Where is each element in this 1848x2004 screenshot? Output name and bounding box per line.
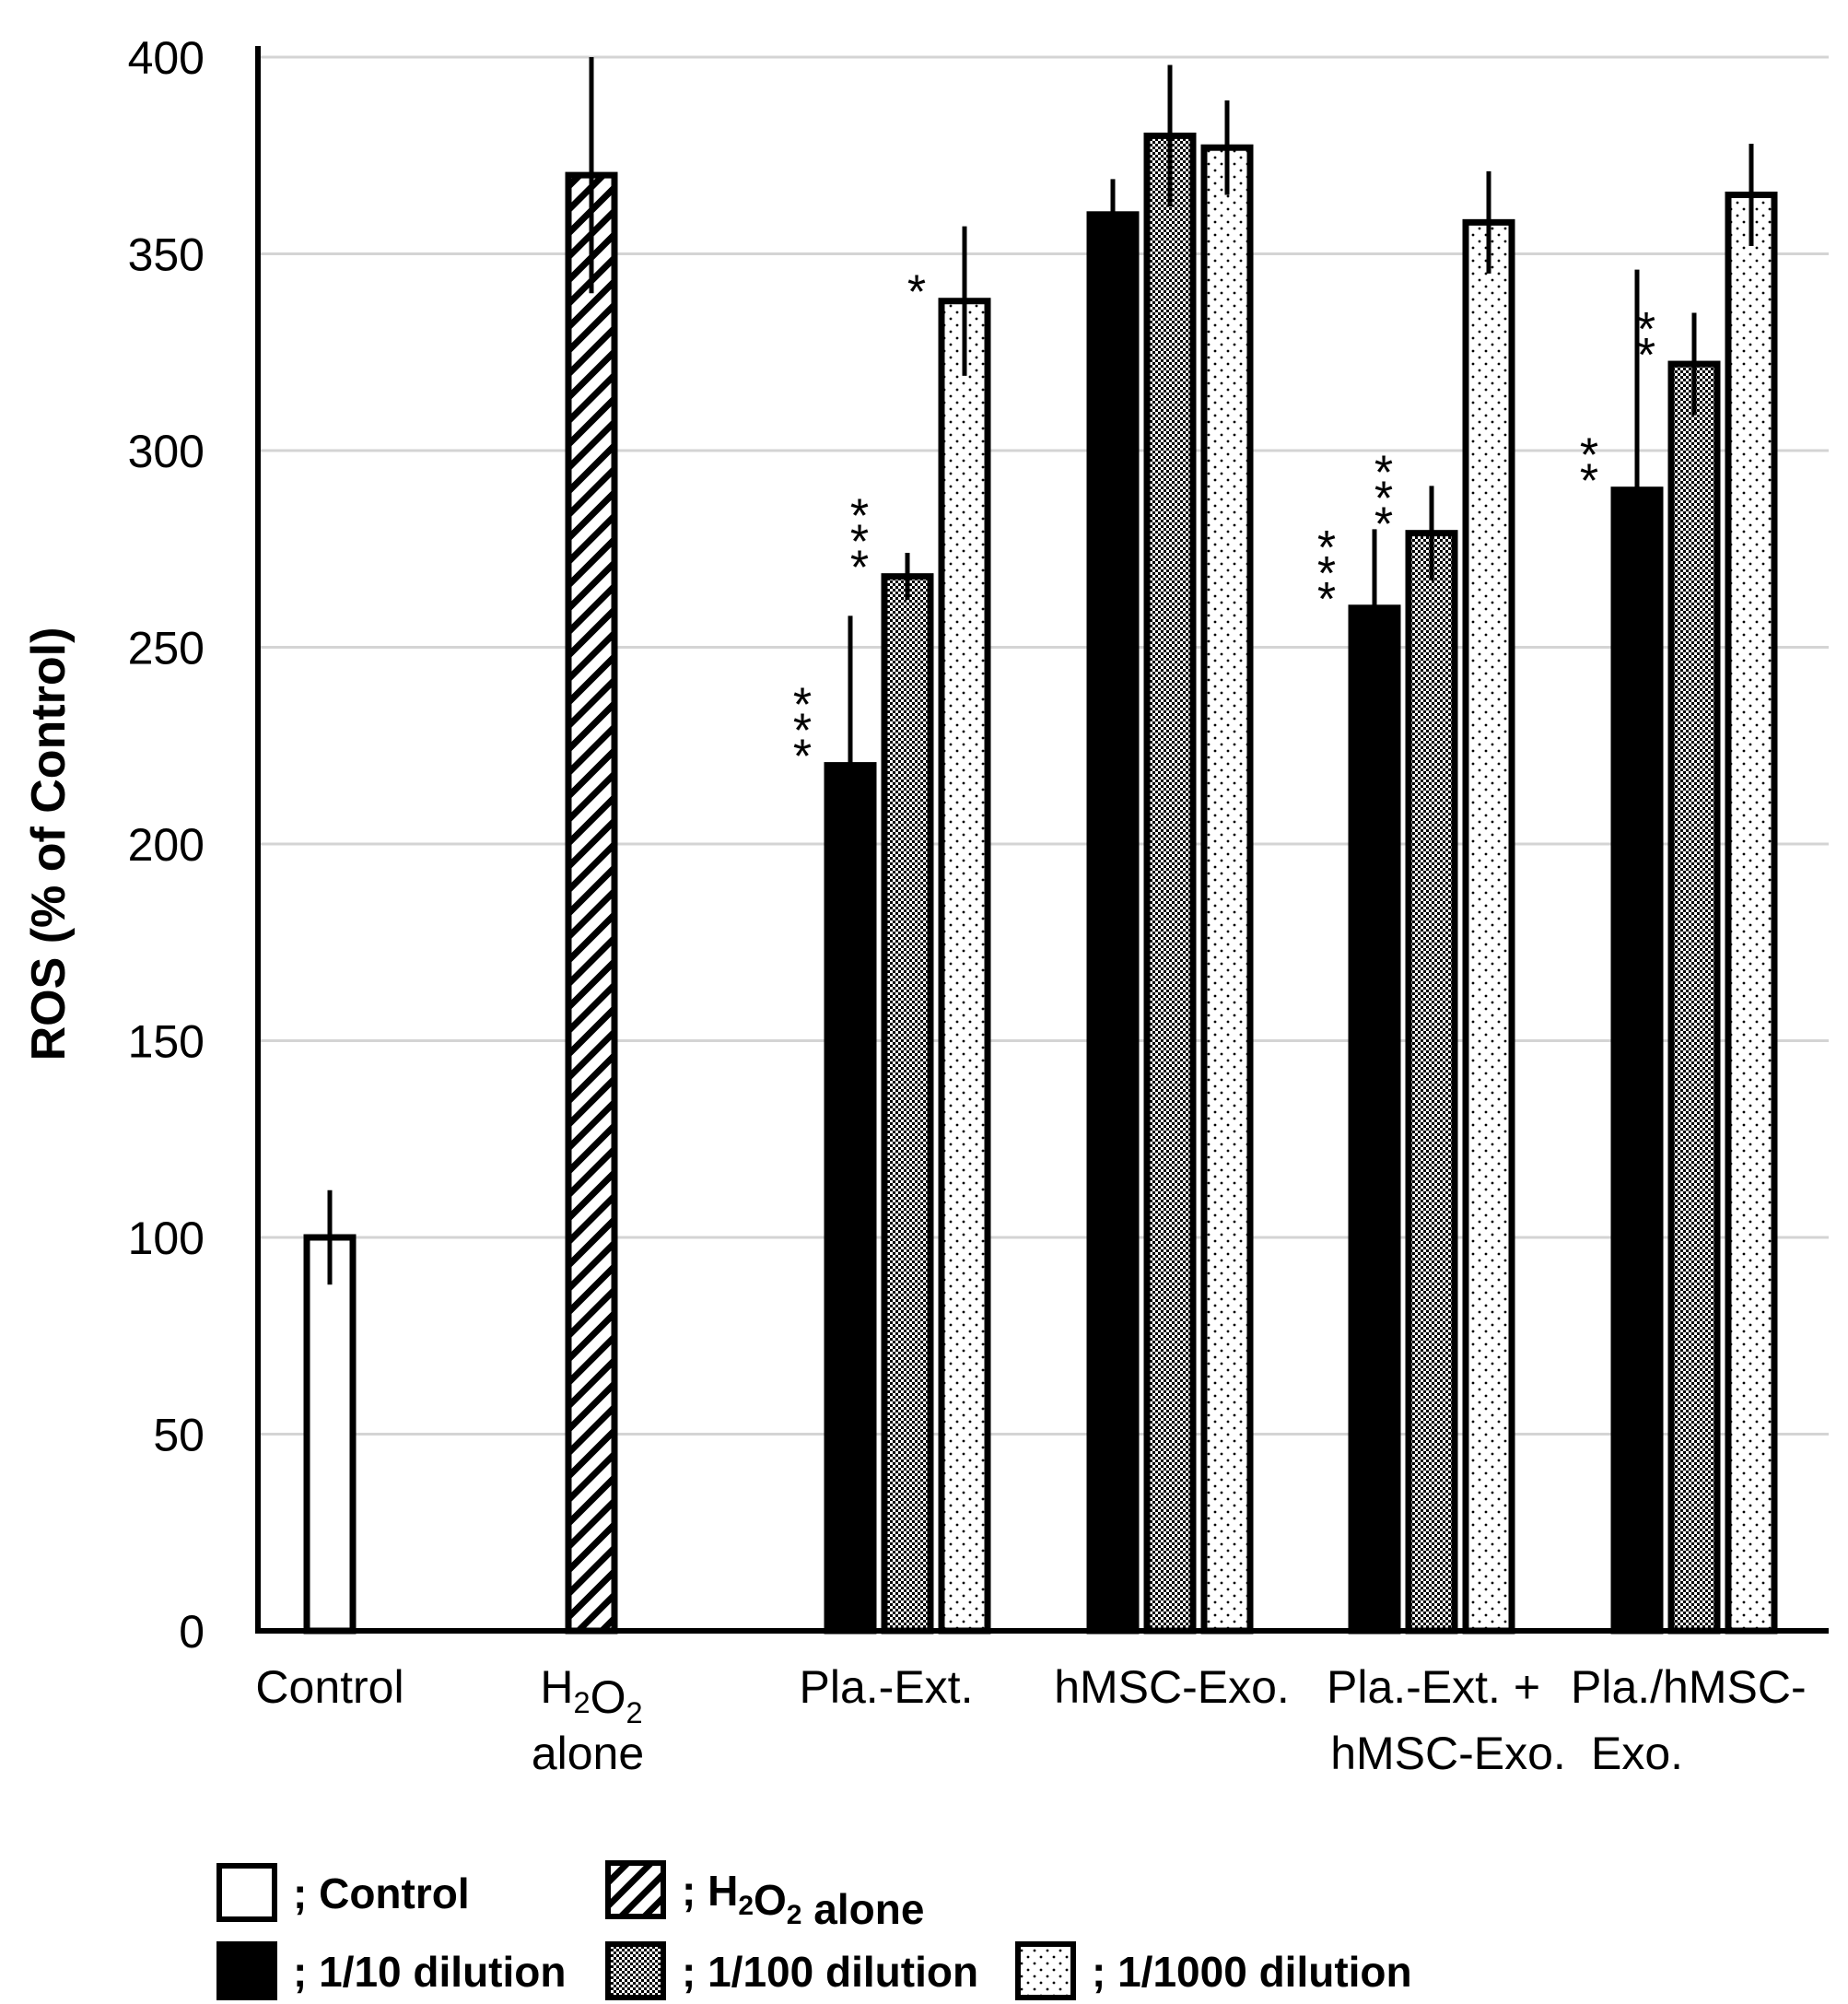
bar-control-0 [303, 1190, 357, 1635]
y-tick-label-150: 150 [128, 1016, 205, 1068]
bar-1-1000-dilution-4 [1462, 170, 1515, 1635]
y-tick-label-300: 300 [128, 426, 205, 477]
axes [255, 46, 1829, 1634]
significance-star: * [1317, 547, 1336, 601]
x-category-label-1-0: H2O2 [540, 1661, 642, 1729]
y-tick-label-50: 50 [153, 1410, 205, 1461]
legend-item-4: ; 1/1000 dilution [1015, 1941, 1412, 2000]
bar-1-10-dilution-3 [1086, 179, 1140, 1635]
significance-star: * [1374, 473, 1393, 526]
bar-rect [1143, 132, 1197, 1635]
x-category-label-2-0: Pla.-Ext. [800, 1661, 974, 1713]
y-tick-label-400: 400 [128, 32, 205, 84]
legend-item-0: ; Control [216, 1863, 470, 1922]
bar-1-1000-dilution-5 [1725, 143, 1778, 1635]
legend: ; Control ; H2O2 alone ; 1/10 dilution ; 1/… [216, 1860, 1412, 2000]
legend-label: ; 1/1000 dilution [1092, 1948, 1412, 1996]
bar-rect [1462, 218, 1515, 1635]
x-category-label-3-0: hMSC-Exo. [1054, 1661, 1290, 1713]
y-tick-label-100: 100 [128, 1213, 205, 1264]
bar-1-1000-dilution-3 [1200, 100, 1254, 1635]
x-category-label-4-0: Pla.-Ext. + [1327, 1661, 1540, 1713]
significance-star: * [850, 542, 869, 595]
y-tick-label-350: 350 [128, 229, 205, 281]
bar-1-10-dilution-2: *** [793, 615, 877, 1635]
legend-label: ; 1/10 dilution [293, 1948, 566, 1996]
legend-swatch [605, 1941, 666, 2000]
legend-swatch [216, 1941, 277, 2000]
bar-1-1000-dilution-2: * [907, 226, 991, 1635]
y-tick-label-200: 200 [128, 819, 205, 871]
significance-star: * [850, 516, 869, 569]
y-axis-title: ROS (% of Control) [22, 627, 76, 1061]
y-tick-label-250: 250 [128, 623, 205, 674]
bar-rect [1667, 360, 1721, 1635]
significance-star: * [1374, 447, 1393, 500]
significance-star: * [1374, 498, 1393, 552]
bar-rect [1200, 144, 1254, 1635]
bar-rect [881, 573, 934, 1635]
significance-star: * [793, 679, 812, 732]
legend-swatch [216, 1863, 277, 1922]
significance-star: * [1637, 303, 1655, 357]
legend-swatch [1015, 1941, 1076, 2000]
x-category-label-1-1: alone [532, 1728, 644, 1779]
x-category-label-4-1: hMSC-Exo. [1330, 1728, 1566, 1779]
legend-label: ; Control [293, 1869, 470, 1917]
bar-rect [1725, 191, 1778, 1635]
legend-item-3: ; 1/100 dilution [605, 1941, 978, 2000]
legend-label: ; H2O2 alone [682, 1867, 924, 1933]
significance-star: * [1317, 573, 1336, 627]
gridlines [258, 55, 1829, 1436]
bar-1-100-dilution-2: *** [850, 490, 934, 1635]
bar-rect [1348, 604, 1401, 1635]
bar-1-10-dilution-5: ** [1580, 269, 1664, 1635]
legend-item-1: ; H2O2 alone [605, 1860, 924, 1933]
axis-labels: 0 50 100 150 200 250 300 350 400 ROS (% of Contro… [22, 32, 1807, 1779]
x-category-label-0-0: Control [255, 1661, 404, 1713]
legend-item-2: ; 1/10 dilution [216, 1941, 566, 2000]
significance-star: * [850, 490, 869, 544]
bar-rect [1405, 530, 1458, 1635]
bar-rect [303, 1234, 357, 1635]
bar-1-10-dilution-4: *** [1317, 522, 1401, 1635]
y-tick-label-0: 0 [179, 1606, 205, 1658]
legend-label: ; 1/100 dilution [682, 1948, 978, 1996]
bar-rect [1086, 211, 1140, 1635]
x-category-label-5-1: Exo. [1591, 1728, 1683, 1779]
bar-h2o2-alone-1 [565, 57, 618, 1635]
significance-star: * [793, 705, 812, 758]
significance-star: * [793, 731, 812, 784]
significance-star: * [907, 266, 926, 320]
x-category-label-5-0: Pla./hMSC- [1571, 1661, 1807, 1713]
bar-rect [938, 298, 991, 1635]
legend-swatch [605, 1860, 666, 1919]
bar-rect [565, 171, 618, 1635]
bar-1-100-dilution-3 [1143, 64, 1197, 1635]
significance-star: * [1317, 522, 1336, 575]
bar-1-100-dilution-5: ** [1637, 303, 1721, 1635]
significance-star: * [1580, 429, 1598, 483]
significance-star: * [1580, 455, 1598, 509]
significance-star: * [1637, 329, 1655, 382]
